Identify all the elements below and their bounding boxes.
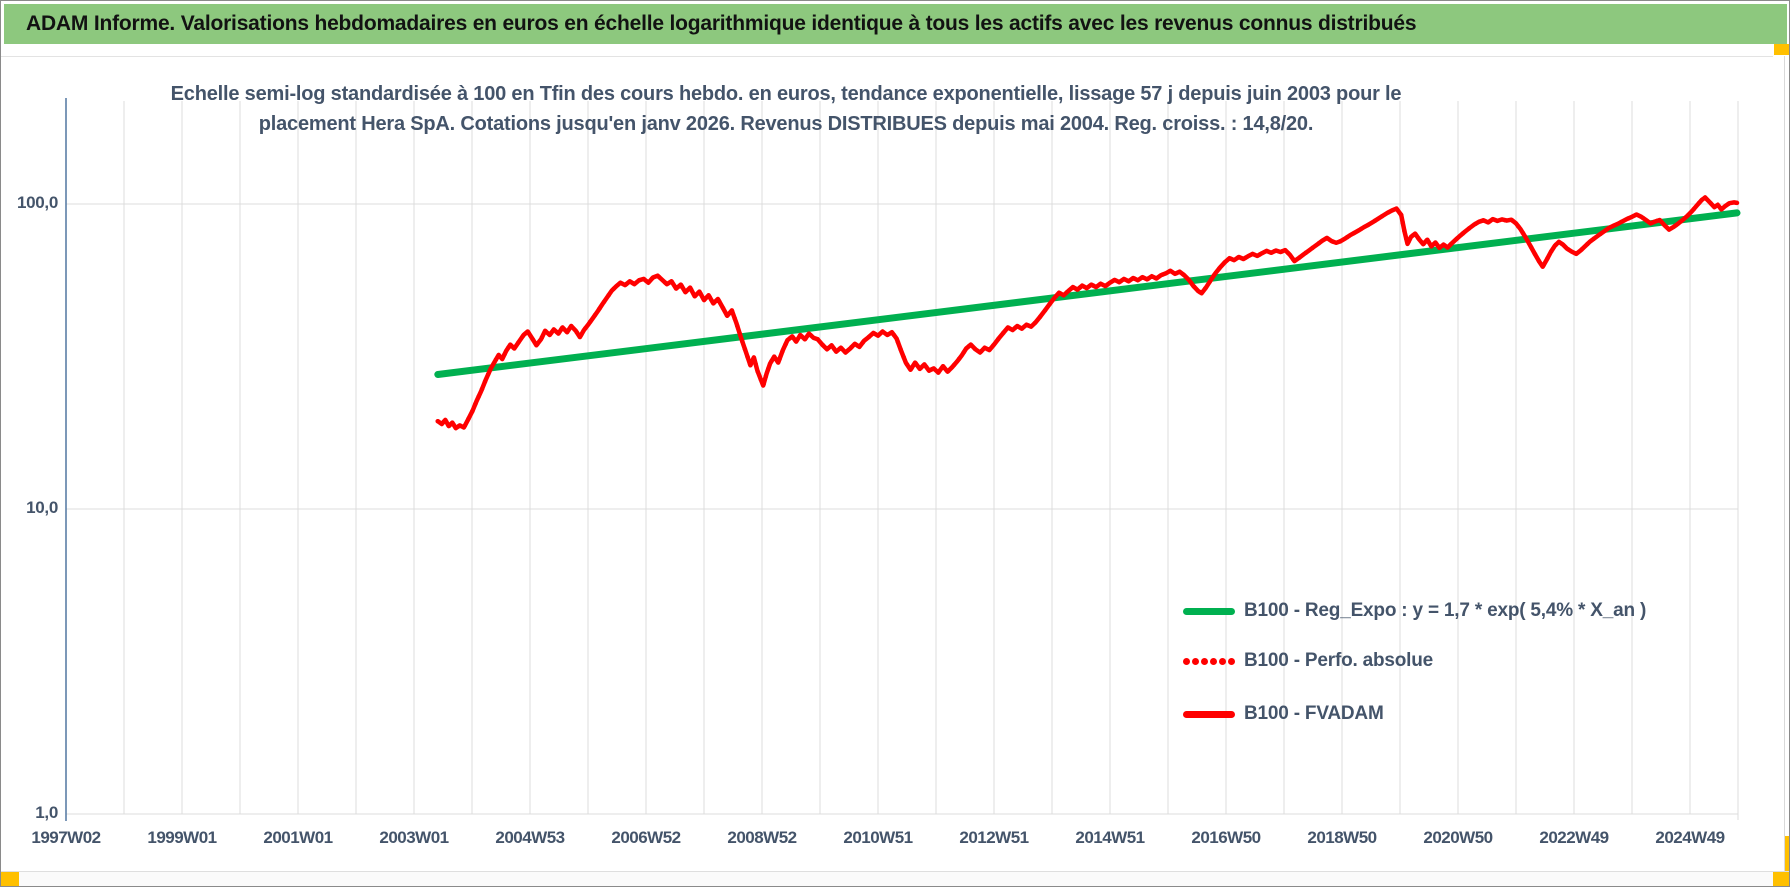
- x-axis-label: 2001W01: [263, 828, 333, 847]
- x-axis-label: 2014W51: [1075, 828, 1145, 847]
- scrollbar-corner-accent: [1773, 872, 1789, 886]
- legend-item-fvadam: B100 - FVADAM: [1183, 703, 1646, 725]
- legend-label: B100 - Perfo. absolue: [1244, 650, 1434, 671]
- page-title: ADAM Informe. Valorisations hebdomadaire…: [26, 12, 1417, 35]
- red-dotted-line-swatch: [1183, 657, 1235, 665]
- x-axis-label: 1997W02: [31, 828, 101, 847]
- legend-item-perfo-absolue: B100 - Perfo. absolue: [1183, 650, 1646, 672]
- x-axis-label: 2024W49: [1655, 828, 1725, 847]
- horizontal-scrollbar-thumb[interactable]: [1, 872, 19, 886]
- x-axis-label: 2004W53: [495, 828, 565, 847]
- x-axis-label: 2010W51: [843, 828, 913, 847]
- header-divider: [1, 56, 1773, 57]
- legend-item-reg-expo: B100 - Reg_Expo : y = 1,7 * exp( 5,4% * …: [1183, 600, 1646, 622]
- y-axis-label-10: 10,0: [26, 498, 58, 517]
- chart-title: Echelle semi-log standardisée à 100 en T…: [66, 79, 1506, 139]
- header-bar: ADAM Informe. Valorisations hebdomadaire…: [4, 4, 1787, 44]
- horizontal-scrollbar-track[interactable]: [1, 871, 1789, 886]
- x-axis-label: 1999W01: [147, 828, 217, 847]
- legend-label: B100 - FVADAM: [1244, 703, 1384, 724]
- chart-title-line1: Echelle semi-log standardisée à 100 en T…: [170, 83, 1402, 105]
- vertical-scrollbar-thumb[interactable]: [1785, 836, 1789, 872]
- x-axis-label: 2006W52: [611, 828, 681, 847]
- red-solid-line-swatch: [1183, 710, 1235, 718]
- x-axis-label: 2016W50: [1191, 828, 1261, 847]
- series-perfo-absolue: [435, 194, 1740, 432]
- chart-title-line2: placement Hera SpA. Cotations jusqu'en j…: [258, 113, 1314, 135]
- series-reg-expo-trend: [434, 209, 1741, 378]
- x-axis-label: 2003W01: [379, 828, 449, 847]
- x-axis-label: 2022W49: [1539, 828, 1609, 847]
- vertical-scrollbar-track[interactable]: [1784, 56, 1785, 886]
- legend-label: B100 - Reg_Expo : y = 1,7 * exp( 5,4% * …: [1244, 600, 1647, 621]
- x-axis-label: 2020W50: [1423, 828, 1493, 847]
- y-axis-label-1: 1,0: [35, 803, 58, 822]
- top-right-accent: [1774, 44, 1789, 55]
- series-fvadam: [435, 195, 1740, 431]
- green-trend-line-swatch: [1183, 607, 1235, 615]
- x-axis-label: 2012W51: [959, 828, 1029, 847]
- x-axis-label: 2008W52: [727, 828, 797, 847]
- chart-legend: B100 - Reg_Expo : y = 1,7 * exp( 5,4% * …: [1183, 600, 1646, 753]
- x-axis-label: 2018W50: [1307, 828, 1377, 847]
- y-axis-label-100: 100,0: [16, 193, 58, 212]
